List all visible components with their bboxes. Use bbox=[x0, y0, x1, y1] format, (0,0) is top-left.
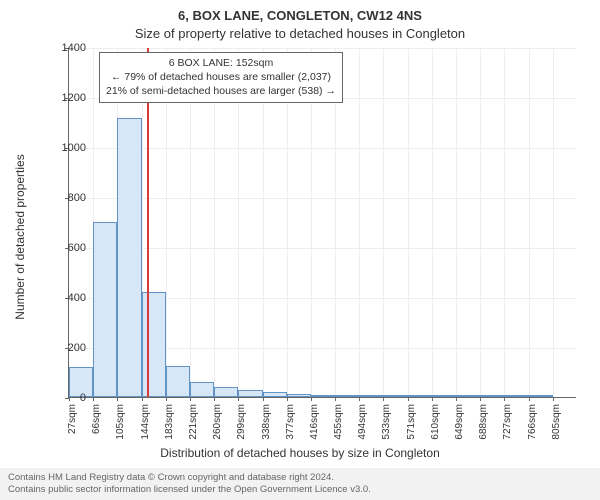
gridline-h bbox=[69, 248, 576, 249]
histogram-bar bbox=[432, 395, 456, 397]
xtick-mark bbox=[359, 397, 360, 401]
annotation-line-3: 21% of semi-detached houses are larger (… bbox=[106, 84, 336, 98]
histogram-bar bbox=[359, 395, 383, 397]
xtick-label: 183sqm bbox=[165, 404, 175, 444]
histogram-bar bbox=[383, 395, 407, 397]
xtick-label: 260sqm bbox=[213, 404, 223, 444]
ytick-label: 1400 bbox=[38, 43, 86, 54]
footer-line-2: Contains public sector information licen… bbox=[8, 484, 592, 496]
annotation-box: 6 BOX LANE: 152sqm ← 79% of detached hou… bbox=[99, 52, 343, 103]
gridline-v bbox=[359, 48, 360, 397]
xtick-mark bbox=[480, 397, 481, 401]
ytick-label: 1200 bbox=[38, 93, 86, 104]
xtick-mark bbox=[383, 397, 384, 401]
xtick-mark bbox=[238, 397, 239, 401]
y-axis-label: Number of detached properties bbox=[13, 77, 27, 397]
xtick-label: 610sqm bbox=[431, 404, 441, 444]
histogram-bar bbox=[504, 395, 528, 397]
gridline-v bbox=[553, 48, 554, 397]
annotation-line-1: 6 BOX LANE: 152sqm bbox=[106, 56, 336, 70]
xtick-label: 338sqm bbox=[262, 404, 272, 444]
gridline-v bbox=[504, 48, 505, 397]
histogram-bar bbox=[117, 118, 141, 397]
ytick-label: 0 bbox=[38, 393, 86, 404]
xtick-label: 727sqm bbox=[503, 404, 513, 444]
xtick-mark bbox=[214, 397, 215, 401]
gridline-v bbox=[529, 48, 530, 397]
gridline-v bbox=[480, 48, 481, 397]
xtick-mark bbox=[504, 397, 505, 401]
xtick-mark bbox=[456, 397, 457, 401]
histogram-bar bbox=[456, 395, 480, 397]
histogram-bar bbox=[335, 395, 359, 397]
ytick-label: 800 bbox=[38, 193, 86, 204]
xtick-mark bbox=[408, 397, 409, 401]
xtick-mark bbox=[142, 397, 143, 401]
xtick-mark bbox=[166, 397, 167, 401]
xtick-mark bbox=[263, 397, 264, 401]
xtick-mark bbox=[529, 397, 530, 401]
histogram-bar bbox=[263, 392, 287, 397]
xtick-label: 494sqm bbox=[358, 404, 368, 444]
ytick-label: 400 bbox=[38, 293, 86, 304]
ytick-label: 600 bbox=[38, 243, 86, 254]
xtick-label: 571sqm bbox=[407, 404, 417, 444]
footer-attribution: Contains HM Land Registry data © Crown c… bbox=[0, 468, 600, 500]
xtick-label: 221sqm bbox=[189, 404, 199, 444]
gridline-v bbox=[456, 48, 457, 397]
gridline-v bbox=[408, 48, 409, 397]
histogram-bar bbox=[408, 395, 432, 397]
xtick-label: 66sqm bbox=[92, 404, 102, 444]
x-axis-label: Distribution of detached houses by size … bbox=[0, 446, 600, 460]
histogram-bar bbox=[287, 394, 311, 398]
histogram-bar bbox=[214, 387, 238, 397]
histogram-bar bbox=[529, 395, 553, 397]
ytick-label: 1000 bbox=[38, 143, 86, 154]
xtick-label: 377sqm bbox=[286, 404, 296, 444]
gridline-v bbox=[432, 48, 433, 397]
histogram-bar bbox=[166, 366, 190, 397]
histogram-bar bbox=[190, 382, 214, 397]
xtick-label: 766sqm bbox=[528, 404, 538, 444]
xtick-label: 455sqm bbox=[334, 404, 344, 444]
xtick-mark bbox=[117, 397, 118, 401]
xtick-label: 144sqm bbox=[141, 404, 151, 444]
histogram-bar bbox=[480, 395, 504, 397]
xtick-label: 416sqm bbox=[310, 404, 320, 444]
gridline-h bbox=[69, 198, 576, 199]
xtick-mark bbox=[335, 397, 336, 401]
page-title-address: 6, BOX LANE, CONGLETON, CW12 4NS bbox=[0, 8, 600, 23]
xtick-label: 27sqm bbox=[68, 404, 78, 444]
xtick-mark bbox=[190, 397, 191, 401]
histogram-bar bbox=[238, 390, 262, 397]
xtick-label: 649sqm bbox=[455, 404, 465, 444]
gridline-h bbox=[69, 48, 576, 49]
xtick-mark bbox=[432, 397, 433, 401]
gridline-v bbox=[383, 48, 384, 397]
histogram-bar bbox=[93, 222, 117, 397]
xtick-mark bbox=[553, 397, 554, 401]
gridline-h bbox=[69, 148, 576, 149]
xtick-label: 533sqm bbox=[382, 404, 392, 444]
footer-line-1: Contains HM Land Registry data © Crown c… bbox=[8, 472, 592, 484]
xtick-mark bbox=[311, 397, 312, 401]
annotation-line-2: ← 79% of detached houses are smaller (2,… bbox=[106, 70, 336, 84]
ytick-label: 200 bbox=[38, 343, 86, 354]
xtick-mark bbox=[287, 397, 288, 401]
histogram-plot: 6 BOX LANE: 152sqm ← 79% of detached hou… bbox=[68, 48, 576, 398]
xtick-label: 805sqm bbox=[552, 404, 562, 444]
page-title-subtitle: Size of property relative to detached ho… bbox=[0, 26, 600, 41]
histogram-bar bbox=[142, 292, 166, 397]
xtick-label: 688sqm bbox=[479, 404, 489, 444]
xtick-label: 105sqm bbox=[116, 404, 126, 444]
xtick-mark bbox=[93, 397, 94, 401]
histogram-bar bbox=[311, 395, 335, 398]
xtick-label: 299sqm bbox=[237, 404, 247, 444]
